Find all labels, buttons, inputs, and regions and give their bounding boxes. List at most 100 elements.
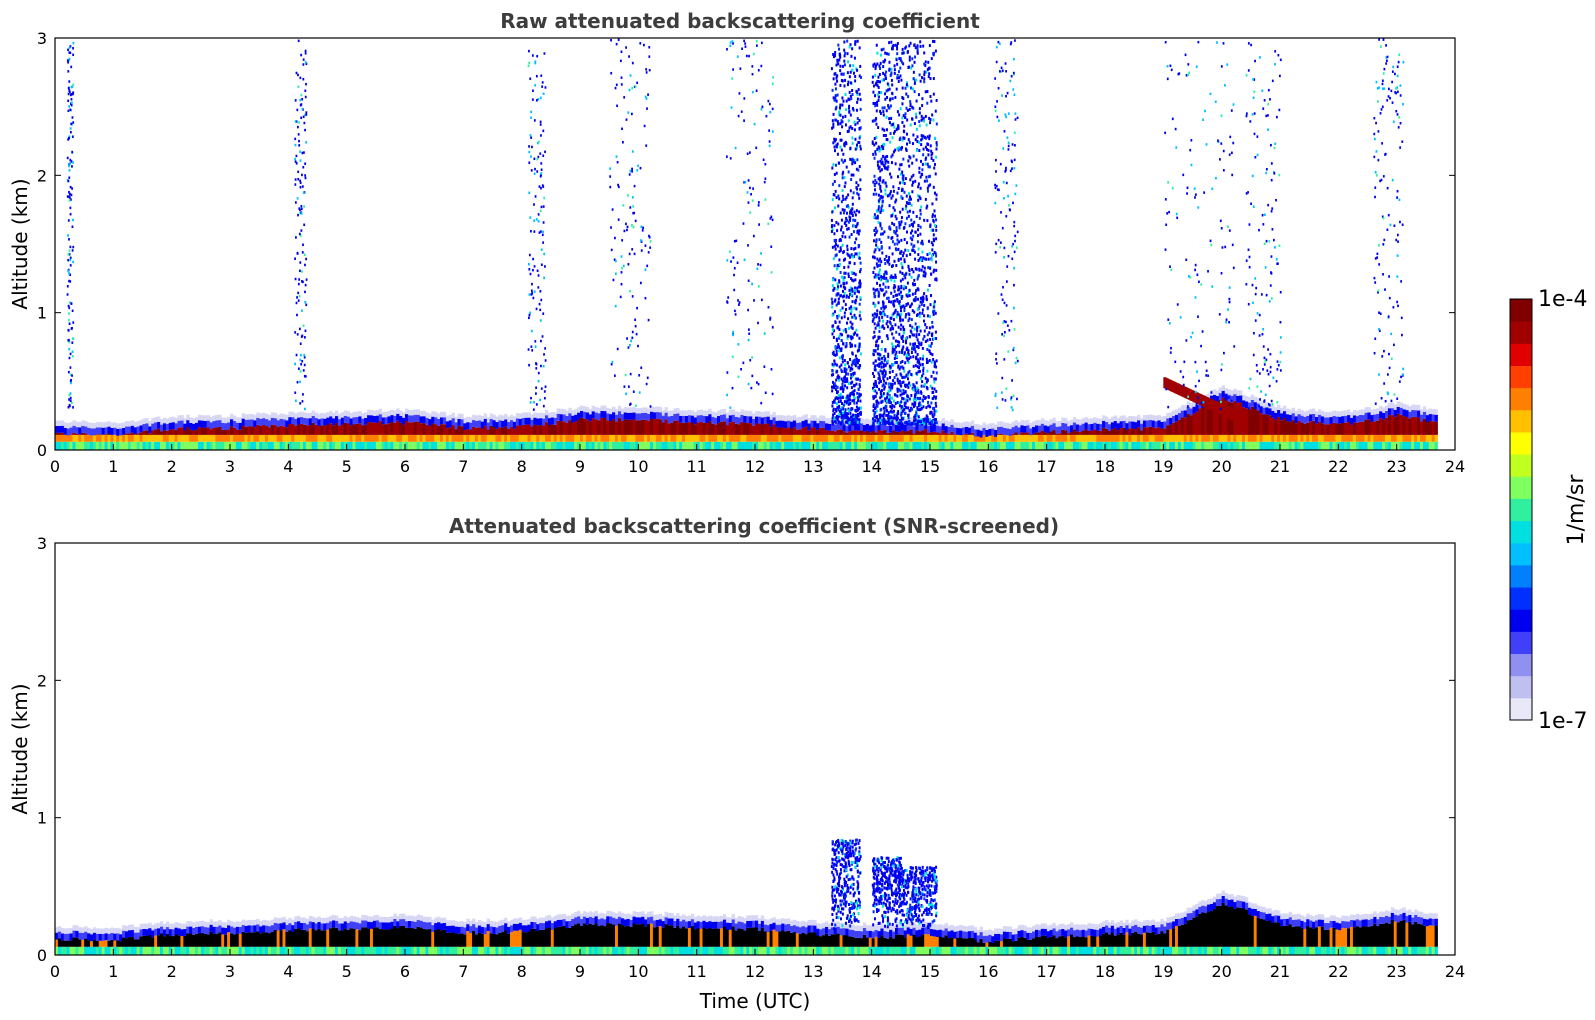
profile-core (218, 427, 222, 435)
cloud-speck (898, 350, 901, 354)
profile-fringe (512, 421, 517, 429)
profile-surface (880, 441, 884, 450)
profile-surface (877, 441, 881, 450)
profile-fringe (988, 428, 992, 436)
profile-haze (241, 413, 245, 419)
profile-fringe (1043, 425, 1048, 433)
profile-lower (787, 434, 791, 442)
profile-surface (903, 441, 908, 450)
cloud-speck (902, 375, 905, 379)
cloud-speck (901, 334, 904, 338)
cloud-speck (883, 274, 886, 278)
profile-core (358, 423, 362, 435)
profile-lower (1081, 434, 1085, 442)
profile-haze (623, 406, 628, 413)
cloud-speck (894, 275, 897, 279)
profile-surface (104, 441, 108, 450)
cloud-speck (931, 332, 934, 336)
profile-haze (1119, 415, 1123, 422)
cloud-speck (831, 88, 834, 92)
profile-surface (1026, 441, 1030, 450)
profile-fringe (1087, 424, 1091, 432)
profile-core (183, 430, 187, 435)
cloud-speck (877, 220, 880, 224)
cloud-speck (878, 329, 881, 333)
cloud-speck (837, 325, 840, 329)
profile-haze (839, 416, 843, 423)
profile-fringe (259, 418, 263, 426)
cloud-speck (896, 293, 899, 297)
cloud-speck (931, 243, 934, 247)
profile-lower (492, 434, 496, 442)
cloud-speck (885, 166, 888, 170)
cloud-speck (845, 142, 848, 146)
cloud-speck (905, 374, 908, 378)
cloud-speck (908, 201, 911, 205)
cloud-speck (851, 287, 854, 291)
cloud-speck (871, 75, 874, 79)
cloud-speck (837, 222, 840, 226)
profile-core (530, 426, 534, 435)
cloud-speck (926, 219, 929, 223)
cloud-speck (873, 385, 876, 389)
cloud-speck (899, 147, 902, 151)
profile-surface (253, 441, 257, 450)
profile-lower (924, 434, 928, 442)
profile-surface (1102, 441, 1106, 450)
cloud-speck (919, 329, 922, 333)
cloud-speck (839, 106, 842, 110)
cloud-speck (891, 236, 894, 240)
profile-fringe (501, 420, 505, 428)
profile-surface (75, 441, 79, 450)
cloud-speck (895, 58, 898, 62)
cloud-speck (896, 62, 899, 66)
profile-lower (652, 434, 657, 442)
cloud-speck (898, 332, 901, 336)
cloud-speck (843, 370, 846, 374)
cloud-speck (838, 262, 841, 266)
cloud-speck (878, 91, 881, 95)
cloud-speck (854, 358, 857, 362)
profile-lower (1233, 434, 1237, 442)
cloud-speck (855, 405, 858, 409)
cloud-speck (880, 161, 883, 165)
profile-haze (107, 421, 111, 427)
cloud-speck (932, 118, 935, 122)
profile-surface (889, 441, 893, 450)
profile-surface (507, 441, 511, 450)
profile-fringe (384, 417, 388, 425)
profile-lower (495, 434, 499, 442)
profile-haze (1393, 404, 1398, 410)
profile-core (641, 419, 645, 435)
profile-lower (125, 434, 129, 442)
profile-core (1183, 417, 1188, 435)
cloud-speck (902, 174, 905, 178)
profile-lower (521, 434, 525, 442)
cloud-speck (892, 150, 895, 154)
cloud-speck (931, 396, 934, 400)
profile-core (1285, 421, 1290, 435)
profile-surface (1061, 441, 1065, 450)
cloud-speck (928, 315, 931, 319)
cloud-speck (899, 317, 902, 321)
cloud-speck (898, 113, 901, 117)
profile-haze (1017, 421, 1021, 428)
cloud-speck (898, 301, 901, 305)
cloud-speck (920, 118, 923, 122)
cloud-speck (832, 409, 835, 413)
profile-lower (1198, 434, 1202, 442)
cloud-speck (911, 238, 914, 242)
cloud-speck (842, 422, 845, 426)
profile-surface (1096, 441, 1100, 450)
cloud-speck (912, 181, 915, 185)
profile-lower (259, 434, 263, 442)
profile-haze (816, 417, 820, 424)
cloud-speck (899, 251, 902, 255)
cloud-speck (841, 379, 844, 383)
cloud-speck (911, 292, 914, 296)
cloud-speck (849, 320, 852, 324)
profile-surface (92, 441, 97, 450)
profile-haze (1344, 410, 1348, 416)
profile-surface (1218, 441, 1223, 450)
profile-fringe (276, 420, 280, 428)
